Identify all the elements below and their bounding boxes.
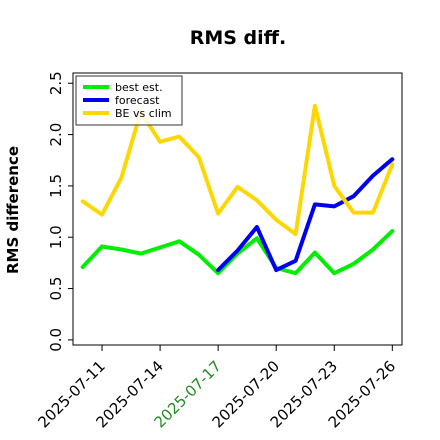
chart-title: RMS diff. <box>190 27 287 49</box>
series-line-2-0 <box>80 103 395 237</box>
legend-label: BE vs clim <box>115 107 172 120</box>
y-tick-label: 1.5 <box>47 174 65 198</box>
plot-frame <box>72 72 403 346</box>
x-axis-ticks: 2025-07-112025-07-142025-07-172025-07-20… <box>34 345 399 431</box>
plot-area <box>72 72 403 346</box>
y-tick-label: 2.5 <box>47 71 65 95</box>
y-axis-ticks: 0.0 0.5 1.0 1.5 2.0 2.5 <box>47 71 73 352</box>
series-line-1-0 <box>216 157 395 273</box>
legend-label: best est. <box>115 81 163 94</box>
series-line-0-0 <box>80 229 395 276</box>
y-axis-label: RMS difference <box>4 146 22 274</box>
legend-label: forecast <box>115 94 160 107</box>
y-tick-label: 2.0 <box>47 123 65 147</box>
y-tick-label: 1.0 <box>47 225 65 249</box>
y-tick-label: 0.0 <box>47 328 65 352</box>
y-tick-label: 0.5 <box>47 277 65 301</box>
